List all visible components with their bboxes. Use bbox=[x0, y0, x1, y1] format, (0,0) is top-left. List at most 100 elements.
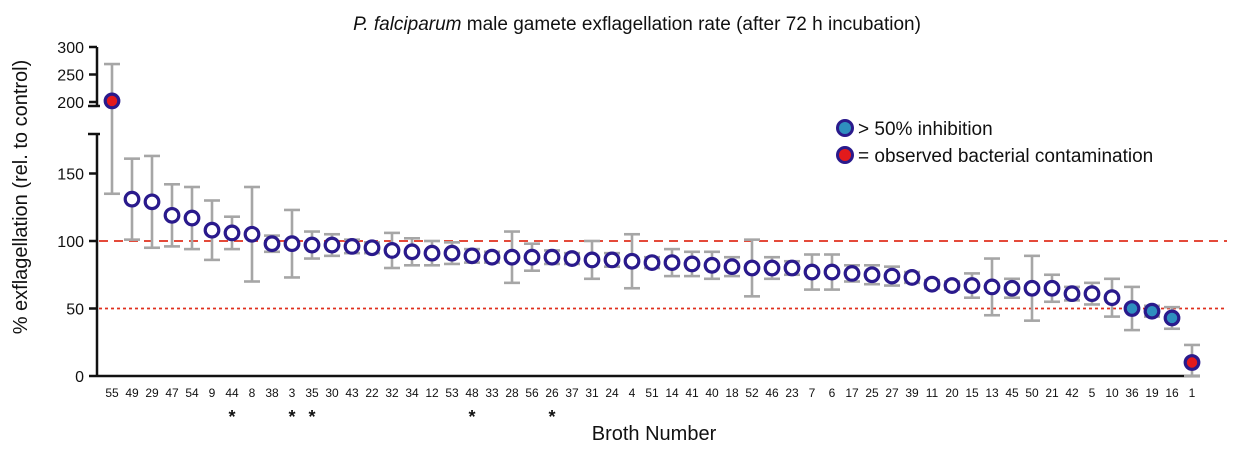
data-point-23 bbox=[783, 259, 801, 277]
data-point-43 bbox=[343, 237, 361, 255]
x-tick-label-20: 20 bbox=[945, 386, 959, 400]
data-point-7 bbox=[803, 263, 821, 281]
data-point-9 bbox=[203, 221, 221, 239]
data-point-45 bbox=[1003, 279, 1021, 297]
x-tick-label-10: 10 bbox=[1105, 386, 1119, 400]
x-tick-label-31: 31 bbox=[585, 386, 599, 400]
data-point-18 bbox=[723, 258, 741, 276]
x-tick-label-44: 44 bbox=[225, 386, 239, 400]
data-point-17 bbox=[843, 265, 861, 282]
x-tick-label-16: 16 bbox=[1165, 386, 1179, 400]
x-tick-label-8: 8 bbox=[249, 386, 256, 400]
data-point-27 bbox=[883, 267, 901, 285]
data-point-33 bbox=[483, 248, 501, 266]
x-tick-label-13: 13 bbox=[985, 386, 999, 400]
x-tick-label-37: 37 bbox=[565, 386, 579, 400]
data-point-8 bbox=[243, 225, 261, 243]
y-tick-label-250: 250 bbox=[57, 68, 84, 85]
axes-group: 0 50 100 150 200 250 300 bbox=[57, 40, 1200, 386]
asterisk-35: * bbox=[308, 407, 315, 427]
x-tick-label-6: 6 bbox=[829, 386, 836, 400]
x-tick-label-30: 30 bbox=[325, 386, 339, 400]
data-point-36 bbox=[1123, 300, 1141, 317]
x-tick-label-43: 43 bbox=[345, 386, 359, 400]
data-point-46 bbox=[763, 259, 781, 277]
x-tick-label-47: 47 bbox=[165, 386, 179, 400]
data-point-14 bbox=[663, 254, 681, 272]
data-point-51 bbox=[643, 254, 661, 272]
asterisk-44: * bbox=[228, 407, 235, 427]
data-point-31 bbox=[583, 251, 601, 269]
data-point-4 bbox=[623, 252, 641, 270]
data-point-42 bbox=[1063, 285, 1081, 303]
asterisk-3: * bbox=[288, 407, 295, 427]
points-group bbox=[103, 92, 1201, 371]
legend-label-contamination: = observed bacterial contamination bbox=[858, 146, 1153, 167]
legend-marker-inhibition bbox=[836, 119, 854, 137]
data-point-49 bbox=[123, 190, 141, 208]
x-axis-title: Broth Number bbox=[592, 423, 717, 444]
x-tick-label-45: 45 bbox=[1005, 386, 1019, 400]
x-tick-label-1: 1 bbox=[1189, 386, 1196, 400]
x-tick-label-56: 56 bbox=[525, 386, 539, 400]
data-point-30 bbox=[323, 236, 341, 254]
data-point-54 bbox=[183, 209, 201, 227]
data-point-52 bbox=[743, 259, 761, 277]
data-point-10 bbox=[1103, 289, 1121, 307]
x-tick-label-12: 12 bbox=[425, 386, 439, 400]
data-point-37 bbox=[563, 250, 581, 267]
asterisk-26: * bbox=[548, 407, 555, 427]
data-point-19 bbox=[1143, 302, 1161, 320]
data-point-22 bbox=[363, 239, 381, 257]
error-bars-group bbox=[104, 62, 1200, 378]
data-point-21 bbox=[1043, 279, 1061, 297]
data-point-32 bbox=[383, 242, 401, 259]
y-tick-label-200: 200 bbox=[57, 95, 84, 112]
y-tick-label-50: 50 bbox=[66, 302, 84, 319]
x-tick-label-11: 11 bbox=[926, 386, 939, 400]
x-tick-label-32: 32 bbox=[385, 386, 399, 400]
x-tick-label-4: 4 bbox=[629, 386, 636, 400]
data-point-11 bbox=[923, 275, 941, 293]
data-point-39 bbox=[903, 269, 921, 286]
x-tick-label-41: 41 bbox=[685, 386, 699, 400]
data-point-38 bbox=[263, 235, 281, 253]
x-tick-label-49: 49 bbox=[125, 386, 139, 400]
x-tick-label-35: 35 bbox=[305, 386, 319, 400]
y-tick-label-150: 150 bbox=[57, 167, 84, 184]
x-tick-label-21: 21 bbox=[1045, 386, 1059, 400]
data-point-34 bbox=[403, 243, 421, 261]
data-point-1 bbox=[1183, 354, 1201, 371]
x-tick-label-17: 17 bbox=[845, 386, 859, 400]
data-point-20 bbox=[943, 277, 961, 294]
y-axis-title: % exflagellation (rel. to control) bbox=[10, 60, 32, 335]
asterisk-48: * bbox=[468, 407, 475, 427]
legend-label-inhibition: > 50% inhibition bbox=[858, 119, 993, 140]
data-point-48 bbox=[463, 247, 481, 265]
data-point-12 bbox=[423, 244, 441, 262]
legend-marker-contamination bbox=[836, 146, 854, 164]
x-tick-label-27: 27 bbox=[885, 386, 899, 400]
data-point-28 bbox=[503, 248, 521, 266]
data-point-41 bbox=[683, 255, 701, 273]
data-point-6 bbox=[823, 263, 841, 281]
x-tick-label-23: 23 bbox=[785, 386, 799, 400]
data-point-15 bbox=[963, 277, 981, 294]
x-tick-label-40: 40 bbox=[705, 386, 719, 400]
y-tick-label-300: 300 bbox=[57, 40, 84, 57]
x-tick-label-18: 18 bbox=[725, 386, 739, 400]
data-point-26 bbox=[543, 248, 561, 266]
x-tick-label-24: 24 bbox=[605, 386, 619, 400]
data-point-53 bbox=[443, 244, 461, 262]
chart-title: P. falciparum male gamete exflagellation… bbox=[353, 14, 921, 35]
data-point-55 bbox=[103, 92, 121, 110]
x-tick-label-19: 19 bbox=[1145, 386, 1159, 400]
x-tick-label-33: 33 bbox=[485, 386, 499, 400]
data-point-40 bbox=[703, 256, 721, 274]
x-tick-label-42: 42 bbox=[1065, 386, 1079, 400]
x-tick-label-34: 34 bbox=[405, 386, 419, 400]
x-tick-label-38: 38 bbox=[265, 386, 279, 400]
x-tick-label-28: 28 bbox=[505, 386, 519, 400]
x-tick-label-25: 25 bbox=[865, 386, 879, 400]
